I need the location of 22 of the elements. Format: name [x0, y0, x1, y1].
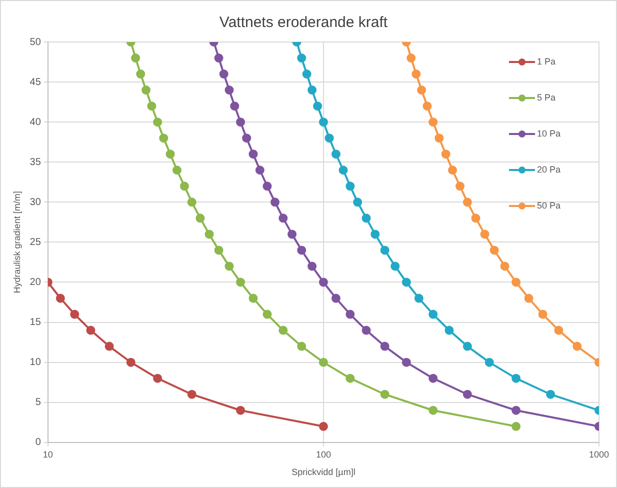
legend-label: 20 Pa: [537, 164, 561, 174]
legend-label: 1 Pa: [537, 56, 556, 66]
y-axis-title: Hydraulisk gradient [m/m]: [12, 191, 22, 294]
x-axis-title: Sprickvidd [µm]l: [292, 467, 356, 478]
legend-label: 5 Pa: [537, 92, 556, 102]
y-tick-label: 5: [35, 397, 42, 408]
y-tick-label: 25: [30, 236, 42, 248]
x-tick-label: 100: [316, 449, 331, 460]
legend-label: 50 Pa: [537, 200, 561, 210]
y-tick-label: 10: [30, 357, 42, 368]
y-tick-label: 0: [35, 437, 42, 448]
y-tick-label: 20: [30, 276, 42, 288]
chart-title: Vattnets eroderande kraft: [219, 14, 388, 32]
y-tick-label: 15: [30, 317, 42, 328]
y-tick-label: 50: [30, 36, 42, 48]
x-tick-label: 10: [42, 449, 53, 460]
y-tick-label: 30: [30, 196, 42, 208]
y-tick-label: 40: [30, 116, 42, 128]
x-tick-label: 1000: [588, 449, 610, 460]
y-tick-label: 45: [30, 76, 42, 88]
y-tick-label: 35: [30, 156, 42, 168]
legend-label: 10 Pa: [537, 128, 561, 138]
